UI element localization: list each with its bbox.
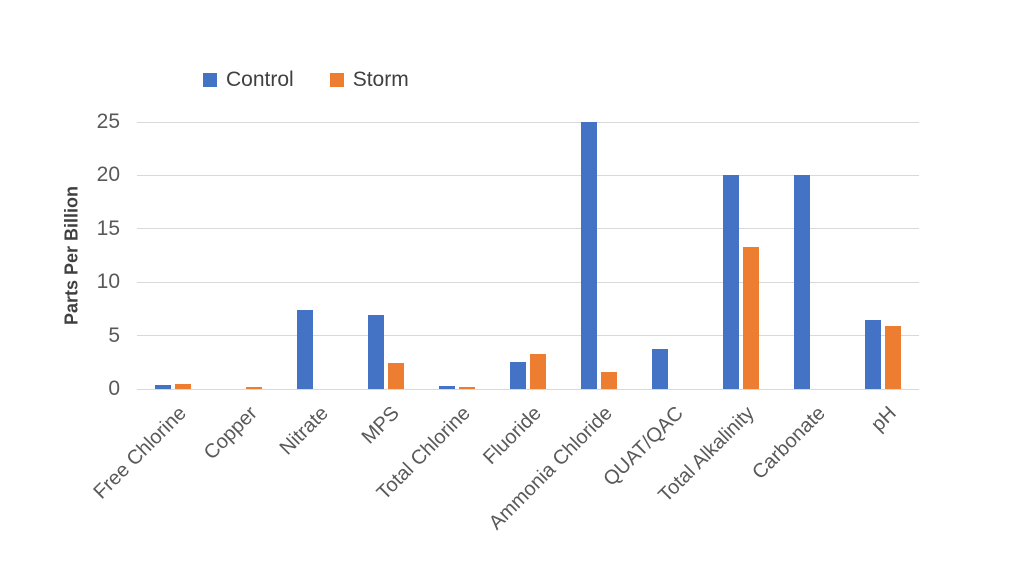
bar-control-total-chlorine: [438, 386, 455, 389]
bar-control-ph: [865, 319, 882, 389]
bar-storm-ammonia-chloride: [601, 371, 618, 389]
bar-control-mps: [367, 315, 384, 389]
y-tick-label-20: 20: [96, 163, 120, 187]
x-category-label-free-chlorine: Free Chlorine: [89, 402, 191, 504]
bar-storm-fluoride: [530, 353, 546, 389]
legend-label: Control: [226, 68, 294, 91]
x-category-label-copper: Copper: [199, 402, 262, 465]
y-tick-label-0: 0: [108, 377, 120, 400]
legend-swatch-icon: [329, 73, 344, 87]
bar-control-total-alkalinity: [723, 175, 740, 389]
bar-control-quat-qac: [652, 349, 669, 389]
x-category-label-ph: pH: [867, 402, 902, 436]
legend-item-control: Control: [203, 68, 294, 92]
y-tick-label-5: 5: [108, 323, 120, 347]
gridline-10: [137, 281, 919, 283]
bar-storm-total-chlorine: [458, 386, 475, 389]
bar-control-ammonia-chloride: [581, 122, 598, 389]
bar-control-nitrate: [296, 309, 313, 389]
bar-storm-copper: [245, 386, 262, 389]
gridline-25: [137, 121, 919, 123]
gridline-20: [137, 174, 919, 176]
bar-storm-ph: [885, 326, 902, 389]
bar-storm-mps: [387, 362, 404, 389]
y-tick-label-25: 25: [96, 110, 120, 133]
legend-swatch-icon: [203, 73, 217, 87]
legend-item-storm: Storm: [329, 68, 409, 92]
bar-storm-free-chlorine: [174, 384, 191, 389]
legend-label: Storm: [352, 68, 409, 91]
y-tick-label-10: 10: [96, 270, 120, 294]
bar-control-carbonate: [794, 175, 811, 389]
gridline-15: [137, 228, 919, 230]
bar-storm-total-alkalinity: [743, 246, 760, 389]
plot-area: [137, 121, 919, 390]
gridline-0: [137, 388, 919, 390]
bar-control-free-chlorine: [154, 384, 171, 389]
bar-control-fluoride: [510, 362, 526, 389]
gridline-5: [137, 335, 919, 337]
y-axis-title: Parts Per Billion: [61, 185, 82, 326]
y-tick-label-15: 15: [96, 216, 120, 240]
chart-legend: Control Storm: [203, 68, 409, 92]
